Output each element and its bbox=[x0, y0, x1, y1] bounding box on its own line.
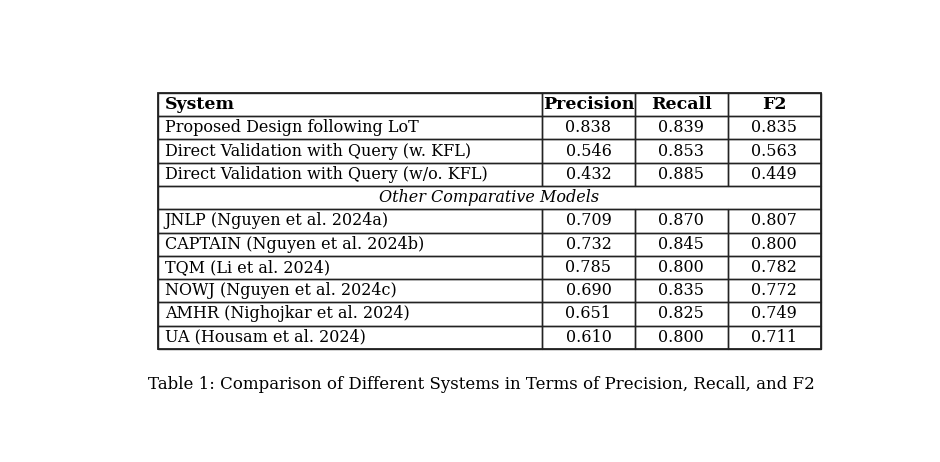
Text: 0.610: 0.610 bbox=[566, 329, 611, 346]
Text: 0.772: 0.772 bbox=[751, 282, 797, 299]
Bar bbox=[728, 140, 821, 163]
Bar bbox=[634, 326, 728, 349]
Text: F2: F2 bbox=[762, 96, 786, 113]
Bar bbox=[634, 209, 728, 232]
Bar bbox=[634, 279, 728, 302]
Text: CAPTAIN (Nguyen et al. 2024b): CAPTAIN (Nguyen et al. 2024b) bbox=[164, 236, 424, 253]
Bar bbox=[542, 93, 635, 116]
Text: 0.800: 0.800 bbox=[658, 259, 704, 276]
Bar bbox=[542, 140, 635, 163]
Bar bbox=[728, 232, 821, 256]
Bar bbox=[634, 116, 728, 140]
Text: UA (Housam et al. 2024): UA (Housam et al. 2024) bbox=[164, 329, 366, 346]
Bar bbox=[158, 302, 542, 326]
Text: Proposed Design following LoT: Proposed Design following LoT bbox=[164, 119, 418, 136]
Text: 0.835: 0.835 bbox=[658, 282, 704, 299]
Bar bbox=[542, 256, 635, 279]
Bar bbox=[542, 116, 635, 140]
Bar bbox=[158, 93, 542, 116]
Bar bbox=[158, 209, 542, 232]
Bar bbox=[542, 326, 635, 349]
Text: 0.870: 0.870 bbox=[658, 213, 704, 229]
Bar bbox=[634, 256, 728, 279]
Text: 0.845: 0.845 bbox=[658, 236, 704, 253]
Text: 0.651: 0.651 bbox=[566, 305, 612, 322]
Text: 0.449: 0.449 bbox=[751, 166, 797, 183]
Text: 0.853: 0.853 bbox=[658, 142, 704, 159]
Bar bbox=[542, 163, 635, 186]
Text: 0.838: 0.838 bbox=[566, 119, 612, 136]
Bar bbox=[542, 209, 635, 232]
Bar bbox=[728, 93, 821, 116]
Text: 0.782: 0.782 bbox=[751, 259, 797, 276]
Bar bbox=[158, 116, 542, 140]
Bar bbox=[158, 232, 542, 256]
Text: 0.709: 0.709 bbox=[566, 213, 611, 229]
Text: 0.825: 0.825 bbox=[658, 305, 704, 322]
Bar bbox=[728, 163, 821, 186]
Bar bbox=[634, 140, 728, 163]
Bar bbox=[634, 232, 728, 256]
Text: 0.785: 0.785 bbox=[566, 259, 612, 276]
Bar bbox=[158, 93, 821, 349]
Bar bbox=[634, 302, 728, 326]
Text: 0.839: 0.839 bbox=[658, 119, 704, 136]
Bar bbox=[728, 209, 821, 232]
Bar bbox=[158, 140, 542, 163]
Text: JNLP (Nguyen et al. 2024a): JNLP (Nguyen et al. 2024a) bbox=[164, 213, 389, 229]
Bar bbox=[728, 279, 821, 302]
Bar bbox=[728, 256, 821, 279]
Text: 0.807: 0.807 bbox=[751, 213, 797, 229]
Text: AMHR (Nighojkar et al. 2024): AMHR (Nighojkar et al. 2024) bbox=[164, 305, 410, 322]
Text: TQM (Li et al. 2024): TQM (Li et al. 2024) bbox=[164, 259, 330, 276]
Bar bbox=[728, 302, 821, 326]
Bar bbox=[728, 116, 821, 140]
Text: 0.835: 0.835 bbox=[751, 119, 797, 136]
Text: 0.690: 0.690 bbox=[566, 282, 611, 299]
Text: Direct Validation with Query (w/o. KFL): Direct Validation with Query (w/o. KFL) bbox=[164, 166, 488, 183]
Text: System: System bbox=[164, 96, 235, 113]
Text: 0.546: 0.546 bbox=[566, 142, 611, 159]
Bar bbox=[158, 93, 821, 349]
Bar bbox=[542, 279, 635, 302]
Text: 0.563: 0.563 bbox=[751, 142, 797, 159]
Text: Other Comparative Models: Other Comparative Models bbox=[379, 189, 599, 206]
Bar bbox=[158, 186, 821, 209]
Text: 0.711: 0.711 bbox=[751, 329, 797, 346]
Text: 0.732: 0.732 bbox=[566, 236, 611, 253]
Bar bbox=[542, 232, 635, 256]
Text: Direct Validation with Query (w. KFL): Direct Validation with Query (w. KFL) bbox=[164, 142, 471, 159]
Bar bbox=[158, 163, 542, 186]
Bar bbox=[634, 93, 728, 116]
Text: Recall: Recall bbox=[650, 96, 712, 113]
Bar bbox=[158, 256, 542, 279]
Text: Precision: Precision bbox=[542, 96, 635, 113]
Bar bbox=[542, 302, 635, 326]
Text: Table 1: Comparison of Different Systems in Terms of Precision, Recall, and F2: Table 1: Comparison of Different Systems… bbox=[149, 376, 815, 393]
Bar bbox=[728, 326, 821, 349]
Text: 0.800: 0.800 bbox=[751, 236, 797, 253]
Text: 0.749: 0.749 bbox=[751, 305, 797, 322]
Bar bbox=[634, 163, 728, 186]
Text: 0.885: 0.885 bbox=[658, 166, 704, 183]
Bar bbox=[158, 326, 542, 349]
Text: 0.432: 0.432 bbox=[566, 166, 611, 183]
Text: 0.800: 0.800 bbox=[658, 329, 704, 346]
Bar bbox=[158, 279, 542, 302]
Text: NOWJ (Nguyen et al. 2024c): NOWJ (Nguyen et al. 2024c) bbox=[164, 282, 397, 299]
